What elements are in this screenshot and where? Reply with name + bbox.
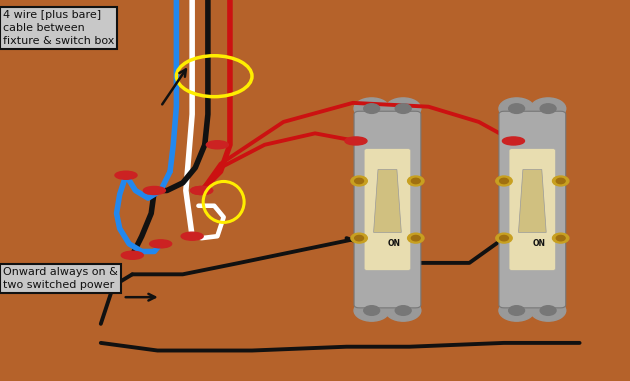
Circle shape: [556, 178, 565, 184]
Circle shape: [530, 300, 566, 321]
Ellipse shape: [190, 186, 213, 195]
Ellipse shape: [345, 137, 367, 145]
Circle shape: [395, 306, 411, 315]
Circle shape: [411, 178, 420, 184]
Circle shape: [354, 98, 389, 119]
Ellipse shape: [181, 232, 203, 240]
Circle shape: [386, 300, 421, 321]
Circle shape: [553, 176, 569, 186]
Circle shape: [354, 300, 389, 321]
Ellipse shape: [206, 141, 228, 149]
Circle shape: [499, 300, 534, 321]
Ellipse shape: [115, 171, 137, 179]
Circle shape: [386, 98, 421, 119]
Circle shape: [496, 176, 512, 186]
Circle shape: [530, 98, 566, 119]
FancyBboxPatch shape: [354, 111, 421, 308]
Ellipse shape: [143, 186, 165, 195]
Circle shape: [364, 104, 380, 114]
Polygon shape: [518, 170, 546, 232]
Ellipse shape: [190, 186, 213, 195]
Polygon shape: [374, 170, 401, 232]
Text: ON: ON: [532, 239, 545, 248]
Text: 4 wire [plus bare]
cable between
fixture & switch box: 4 wire [plus bare] cable between fixture…: [3, 10, 115, 46]
Circle shape: [355, 178, 364, 184]
Circle shape: [540, 104, 556, 114]
Circle shape: [364, 306, 380, 315]
Ellipse shape: [121, 251, 143, 259]
Text: ON: ON: [387, 239, 400, 248]
Circle shape: [355, 235, 364, 241]
Circle shape: [500, 235, 508, 241]
Circle shape: [556, 235, 565, 241]
Circle shape: [499, 98, 534, 119]
Circle shape: [540, 306, 556, 315]
Circle shape: [408, 176, 424, 186]
Circle shape: [411, 235, 420, 241]
Ellipse shape: [502, 137, 524, 145]
FancyBboxPatch shape: [509, 149, 556, 271]
Circle shape: [508, 306, 525, 315]
Circle shape: [508, 104, 525, 114]
Text: Onward always on &
two switched power: Onward always on & two switched power: [3, 267, 118, 290]
Circle shape: [351, 233, 367, 243]
Circle shape: [395, 104, 411, 114]
Circle shape: [553, 233, 569, 243]
FancyBboxPatch shape: [499, 111, 566, 308]
Circle shape: [408, 233, 424, 243]
Circle shape: [496, 233, 512, 243]
Ellipse shape: [150, 240, 171, 248]
Circle shape: [351, 176, 367, 186]
FancyBboxPatch shape: [364, 149, 411, 271]
Circle shape: [500, 178, 508, 184]
